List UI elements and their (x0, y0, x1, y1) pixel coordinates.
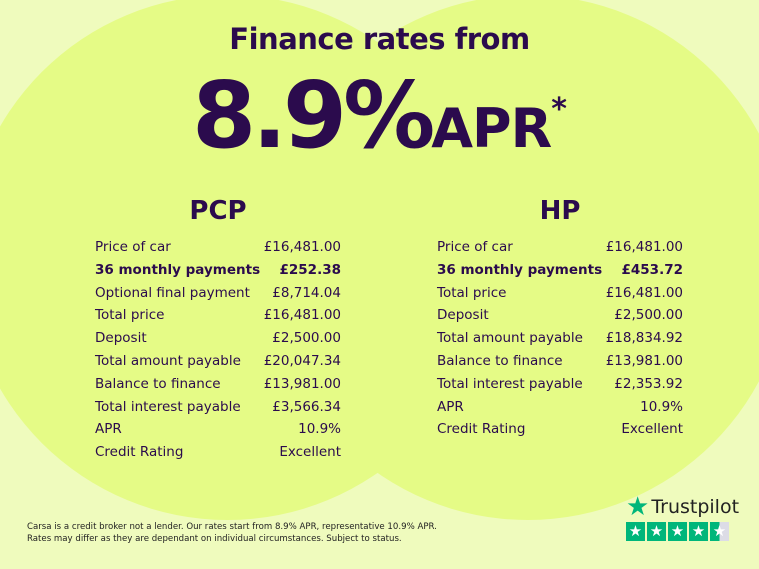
row-value: Excellent (279, 444, 341, 461)
rate-unit: APR (431, 97, 552, 160)
row-label: Deposit (95, 330, 147, 347)
row-label: 36 monthly payments (437, 261, 603, 278)
trustpilot-badge: ★ Trustpilot ★ ★ ★ ★ ★ (626, 492, 740, 541)
table-row: Credit Rating Excellent (437, 418, 683, 441)
row-label: Total price (437, 284, 507, 301)
row-label: Credit Rating (95, 444, 184, 461)
row-value: £2,500.00 (614, 307, 683, 324)
row-value: £3,566.34 (272, 398, 341, 415)
rate-display: 8.9%APR* (0, 62, 759, 169)
row-value: 10.9% (640, 398, 683, 415)
row-value: £13,981.00 (605, 352, 683, 369)
row-value: £2,353.92 (614, 375, 683, 392)
row-value: £18,834.92 (605, 330, 683, 347)
row-label: Deposit (437, 307, 489, 324)
table-row: Deposit £2,500.00 (95, 327, 341, 350)
table-row: Price of car £16,481.00 (437, 236, 683, 259)
row-label: APR (95, 421, 122, 438)
table-row: Deposit £2,500.00 (437, 304, 683, 327)
table-row: Credit Rating Excellent (95, 441, 341, 464)
table-row: Total amount payable £18,834.92 (437, 327, 683, 350)
table-row: Total interest payable £3,566.34 (95, 396, 341, 419)
row-label: Balance to finance (95, 375, 221, 392)
row-value: £8,714.04 (272, 284, 341, 301)
headline: Finance rates from (229, 22, 530, 56)
row-value: £16,481.00 (605, 284, 683, 301)
star-icon: ★ (647, 522, 666, 541)
table-row: Optional final payment £8,714.04 (95, 282, 341, 305)
star-icon: ★ (668, 522, 687, 541)
row-value: £2,500.00 (272, 330, 341, 347)
table-row: Balance to finance £13,981.00 (437, 350, 683, 373)
row-label: 36 monthly payments (95, 261, 261, 278)
row-label: Total amount payable (95, 352, 241, 369)
row-value: £16,481.00 (263, 239, 341, 255)
pcp-panel: PCP Price of car £16,481.00 36 monthly pay… (95, 196, 341, 464)
table-row: Total amount payable £20,047.34 (95, 350, 341, 373)
row-value: £13,981.00 (263, 375, 341, 392)
row-label: Total amount payable (437, 330, 583, 347)
star-icon: ★ (689, 522, 708, 541)
row-value: £20,047.34 (263, 352, 341, 369)
row-label: APR (437, 398, 464, 415)
table-row: 36 monthly payments £453.72 (437, 259, 683, 282)
row-value: £16,481.00 (263, 307, 341, 324)
hp-panel: HP Price of car £16,481.00 36 monthly paym… (437, 196, 683, 441)
disclaimer-line: Rates may differ as they are dependant o… (27, 534, 402, 544)
disclaimer-line: Carsa is a credit broker not a lender. O… (27, 522, 437, 532)
row-label: Credit Rating (437, 421, 526, 438)
star-icon: ★ (626, 522, 645, 541)
row-label: Total price (95, 307, 165, 324)
pcp-title: PCP (189, 196, 247, 226)
row-label: Balance to finance (437, 352, 563, 369)
table-row: APR 10.9% (95, 418, 341, 441)
row-value: Excellent (621, 421, 683, 438)
row-label: Price of car (95, 239, 171, 255)
row-label: Optional final payment (95, 284, 250, 301)
star-icon: ★ (626, 492, 650, 522)
row-label: Total interest payable (95, 398, 241, 415)
table-row: Total price £16,481.00 (437, 282, 683, 305)
table-row: Total interest payable £2,353.92 (437, 373, 683, 396)
row-value: £16,481.00 (605, 239, 683, 255)
row-label: Price of car (437, 239, 513, 255)
row-value: £252.38 (279, 261, 342, 278)
disclaimer: Carsa is a credit broker not a lender. O… (27, 521, 437, 545)
hp-title: HP (539, 196, 581, 226)
row-label: Total interest payable (437, 375, 583, 392)
decorative-circle-right (265, 0, 759, 520)
table-row: Total price £16,481.00 (95, 304, 341, 327)
rate-value: 8.9% (192, 62, 435, 169)
row-value: 10.9% (298, 421, 341, 438)
row-value: £453.72 (621, 261, 684, 278)
trustpilot-name: Trustpilot (651, 496, 740, 518)
table-row: Price of car £16,481.00 (95, 236, 341, 259)
star-icon: ★ (710, 522, 729, 541)
table-row: Balance to finance £13,981.00 (95, 373, 341, 396)
trustpilot-stars: ★ ★ ★ ★ ★ (626, 522, 739, 541)
table-row: APR 10.9% (437, 396, 683, 419)
table-row: 36 monthly payments £252.38 (95, 259, 341, 282)
rate-asterisk: * (551, 92, 567, 127)
